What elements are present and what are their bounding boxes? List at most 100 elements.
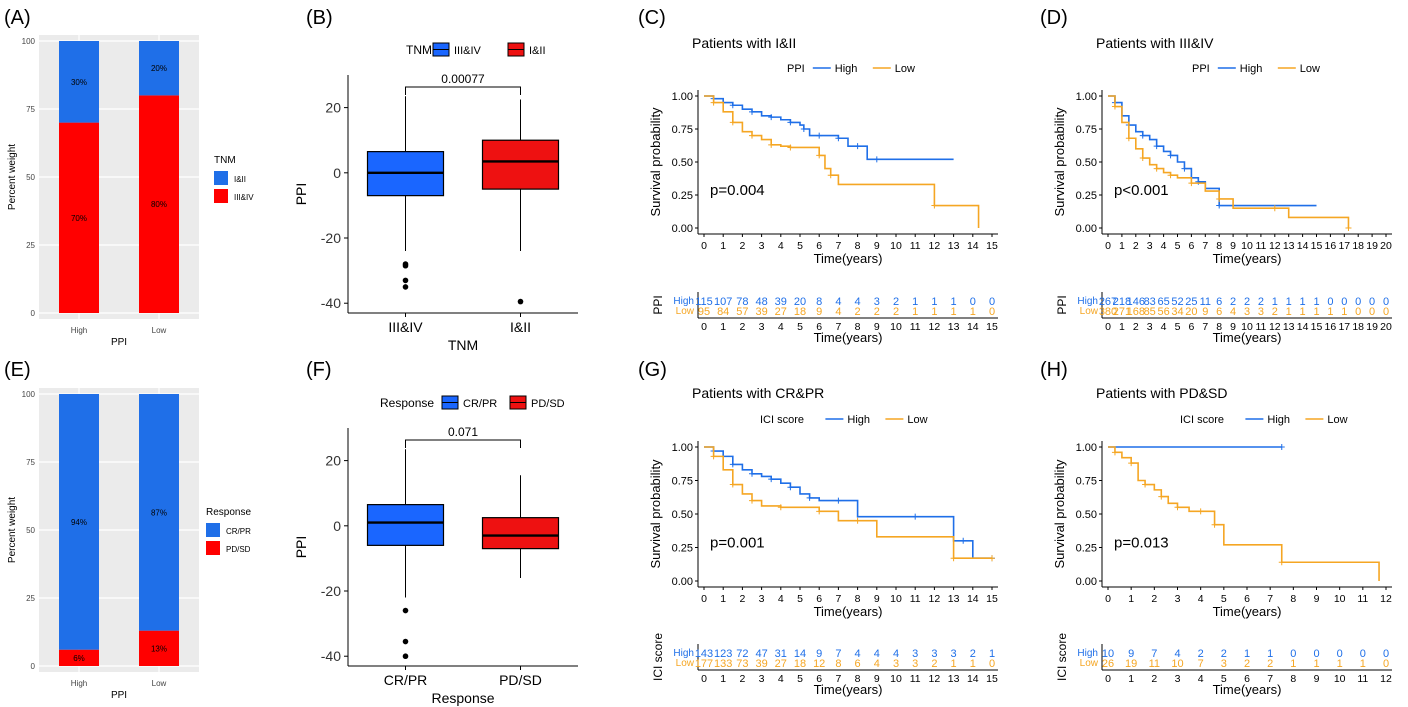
- risk-value: 3: [1221, 658, 1227, 670]
- y-tick-label: 0.75: [672, 124, 693, 136]
- x-axis-title: PPI: [111, 690, 127, 701]
- censor-mark: [749, 132, 755, 139]
- risk-value: 1: [1267, 648, 1273, 660]
- risk-value: 27: [775, 658, 787, 670]
- risk-x-tick-label: 20: [1380, 321, 1392, 333]
- risk-x-tick-label: 5: [797, 673, 803, 685]
- risk-value: 47: [755, 648, 767, 660]
- risk-value: 4: [855, 648, 861, 660]
- risk-x-tick-label: 4: [1161, 321, 1167, 333]
- risk-value: 3: [912, 648, 918, 660]
- x-tick-label: 6: [1244, 593, 1250, 605]
- censor-mark: [960, 537, 967, 544]
- x-tick-label: 11: [1357, 593, 1368, 605]
- risk-value: 1: [1313, 296, 1319, 308]
- x-tick-label: 8: [855, 593, 861, 605]
- y-tick-label: 20: [325, 453, 341, 469]
- risk-x-tick-label: 10: [1241, 321, 1253, 333]
- x-tick-label: 12: [1380, 593, 1392, 605]
- data-label: 6%: [73, 654, 85, 663]
- censor-mark: [1153, 143, 1160, 150]
- censor-mark: [1216, 195, 1223, 202]
- risk-value: 107: [714, 296, 732, 308]
- risk-row-label: Low: [676, 306, 695, 317]
- risk-x-tick-label: 1: [1128, 673, 1134, 685]
- censor-mark: [1111, 103, 1118, 110]
- y-tick-label: 0.75: [1076, 476, 1097, 488]
- censor-mark: [1142, 481, 1149, 488]
- risk-x-tick-label: 14: [967, 673, 979, 685]
- risk-value: 1: [951, 658, 957, 670]
- x-tick-label: 11: [910, 240, 921, 252]
- risk-value: 2: [1267, 658, 1273, 670]
- risk-value: 1: [1286, 296, 1292, 308]
- risk-value: 48: [755, 296, 767, 308]
- x-tick-label: 5: [1175, 240, 1181, 252]
- legend-label: I&II: [234, 175, 246, 184]
- censor-mark: [787, 144, 794, 151]
- risk-value: 2: [855, 306, 861, 318]
- x-tick-label: CR/PR: [384, 672, 428, 688]
- x-tick-label: 7: [1202, 240, 1208, 252]
- risk-value: 1: [1313, 306, 1319, 318]
- risk-x-tick-label: 14: [1297, 321, 1309, 333]
- censor-mark: [1345, 225, 1352, 231]
- risk-row-label: Low: [676, 658, 695, 669]
- x-tick-label: 12: [929, 593, 941, 605]
- legend-title: PPI: [1192, 63, 1210, 75]
- censor-mark: [1139, 155, 1146, 162]
- risk-value: 1: [1337, 658, 1343, 670]
- y-tick-label: 0.00: [672, 223, 693, 235]
- risk-x-tick-label: 2: [739, 321, 745, 333]
- risk-row-label: High: [673, 296, 694, 307]
- outlier-point: [402, 277, 409, 284]
- data-label: 13%: [151, 644, 167, 653]
- x-tick-label: 14: [967, 593, 979, 605]
- risk-x-tick-label: 6: [1188, 321, 1194, 333]
- censor-mark: [787, 119, 794, 126]
- risk-x-tick-label: 13: [948, 321, 960, 333]
- risk-value: 2: [893, 306, 899, 318]
- risk-value: 1: [1272, 296, 1278, 308]
- risk-x-tick-label: 8: [1216, 321, 1222, 333]
- risk-x-tick-label: 13: [1283, 321, 1295, 333]
- risk-x-tick-label: 12: [1269, 321, 1281, 333]
- risk-value: 2: [970, 648, 976, 660]
- x-tick-label: 9: [1230, 240, 1236, 252]
- panel-tag: (F): [306, 359, 332, 381]
- risk-value: 9: [1202, 306, 1208, 318]
- y-tick-label: 0: [333, 518, 341, 534]
- risk-value: 3: [951, 648, 957, 660]
- risk-value: 0: [1383, 658, 1389, 670]
- y-tick-label: 0.50: [672, 157, 693, 169]
- risk-value: 2: [1272, 306, 1278, 318]
- x-axis-title: Time(years): [1213, 251, 1282, 266]
- data-label: 30%: [71, 78, 87, 87]
- y-axis-title: Survival probability: [648, 107, 663, 217]
- censor-mark: [835, 135, 842, 142]
- kaplan-meier-chart: (G) Patients with CR&PR 0.00 0.25 0.50 0.75 1.…: [638, 359, 998, 697]
- outlier-point: [402, 607, 409, 614]
- censor-mark: [854, 143, 861, 150]
- risk-value: 1: [931, 296, 937, 308]
- censor-mark: [1188, 180, 1195, 187]
- risk-value: 52: [1171, 296, 1183, 308]
- x-tick-label: 10: [1334, 593, 1346, 605]
- risk-value: 34: [1171, 306, 1183, 318]
- x-tick-label: 11: [1255, 240, 1266, 252]
- legend-label: CR/PR: [463, 398, 497, 410]
- censor-mark: [749, 497, 755, 504]
- risk-value: 2: [1230, 296, 1236, 308]
- risk-value: 6: [1216, 306, 1222, 318]
- risk-value: 65: [1157, 296, 1169, 308]
- risk-x-tick-label: 9: [1230, 321, 1236, 333]
- risk-value: 18: [794, 306, 806, 318]
- risk-x-tick-label: 17: [1338, 321, 1350, 333]
- risk-value: 20: [1185, 306, 1197, 318]
- x-tick-label: 4: [1161, 240, 1167, 252]
- risk-value: 0: [989, 658, 995, 670]
- legend-label: CR/PR: [226, 527, 251, 536]
- x-tick-label: 12: [929, 240, 941, 252]
- y-tick-label: 0: [31, 662, 36, 671]
- bar-segment: [59, 41, 99, 123]
